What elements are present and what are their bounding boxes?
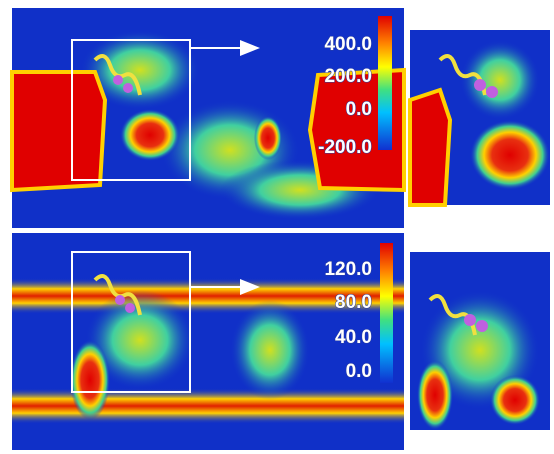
colorbar-label: -200.0 <box>318 137 372 158</box>
colorbar <box>380 243 393 383</box>
colorbar-label: 80.0 <box>335 292 372 313</box>
bottom-zoom <box>410 252 550 430</box>
bottom-map: 120.0 80.0 40.0 0.0 <box>12 233 404 450</box>
colorbar-label: 40.0 <box>335 327 372 348</box>
top-zoom <box>408 30 550 207</box>
colorbar <box>378 16 392 150</box>
colorbar-label: 400.0 <box>324 34 372 55</box>
colorbar-label: 200.0 <box>324 66 372 87</box>
colorbar-label: 0.0 <box>346 99 372 120</box>
top-map: 400.0 200.0 0.0 -200.0 <box>10 8 406 228</box>
colorbar-label: 120.0 <box>324 259 372 280</box>
colorbar-label: 0.0 <box>346 361 372 382</box>
